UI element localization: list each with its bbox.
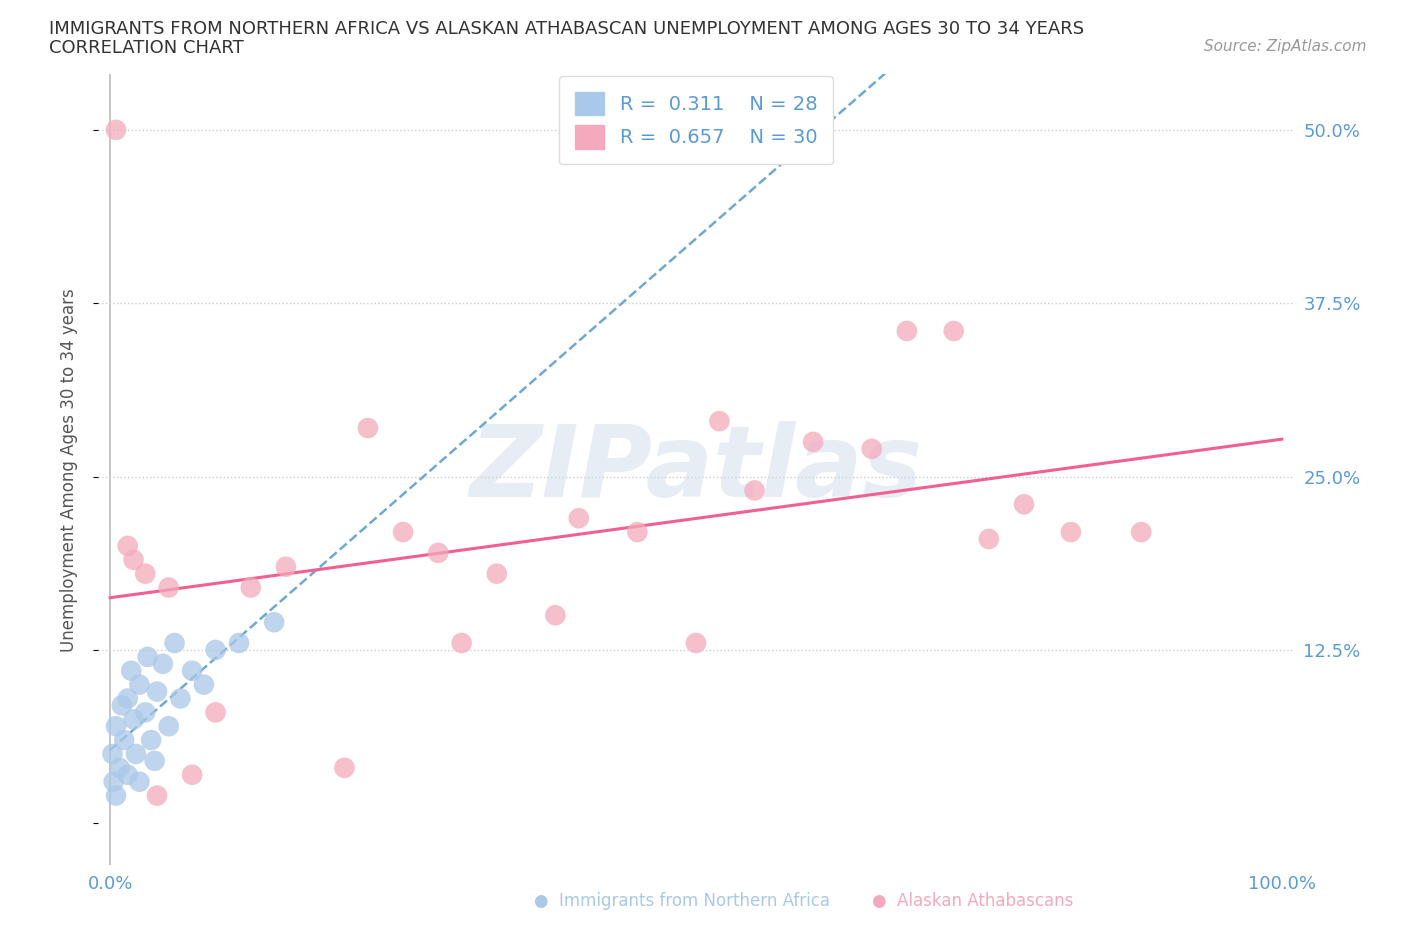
Point — [685, 635, 707, 650]
Point — [101, 747, 124, 762]
Point — [125, 747, 148, 762]
Point — [896, 324, 918, 339]
Legend: R =  0.311    N = 28, R =  0.657    N = 30: R = 0.311 N = 28, R = 0.657 N = 30 — [560, 76, 832, 165]
Point — [1060, 525, 1083, 539]
Point — [146, 684, 169, 699]
Point — [105, 788, 128, 803]
Point — [744, 483, 766, 498]
Point — [112, 733, 135, 748]
Point — [942, 324, 965, 339]
Point — [977, 532, 1000, 547]
Point — [485, 566, 508, 581]
Point — [801, 434, 824, 449]
Point — [709, 414, 731, 429]
Y-axis label: Unemployment Among Ages 30 to 34 years: Unemployment Among Ages 30 to 34 years — [59, 287, 77, 652]
Point — [274, 559, 297, 574]
Point — [117, 538, 139, 553]
Point — [128, 775, 150, 790]
Point — [134, 566, 156, 581]
Point — [163, 635, 186, 650]
Point — [860, 442, 883, 457]
Point — [122, 552, 145, 567]
Point — [626, 525, 648, 539]
Point — [105, 123, 128, 138]
Point — [103, 775, 125, 790]
Text: ZIPatlas: ZIPatlas — [470, 421, 922, 518]
Text: IMMIGRANTS FROM NORTHERN AFRICA VS ALASKAN ATHABASCAN UNEMPLOYMENT AMONG AGES 30: IMMIGRANTS FROM NORTHERN AFRICA VS ALASK… — [49, 20, 1084, 38]
Point — [427, 545, 450, 560]
Point — [1012, 497, 1035, 512]
Point — [228, 635, 250, 650]
Point — [157, 719, 180, 734]
Point — [204, 705, 226, 720]
Point — [117, 691, 139, 706]
Point — [136, 649, 159, 664]
Point — [239, 580, 262, 595]
Point — [122, 711, 145, 726]
Point — [333, 761, 356, 776]
Point — [120, 663, 142, 678]
Point — [146, 788, 169, 803]
Point — [108, 761, 131, 776]
Point — [128, 677, 150, 692]
Text: ●  Alaskan Athabascans: ● Alaskan Athabascans — [872, 892, 1073, 910]
Point — [143, 753, 166, 768]
Point — [111, 698, 134, 713]
Point — [181, 663, 204, 678]
Point — [152, 657, 174, 671]
Point — [181, 767, 204, 782]
Text: ●  Immigrants from Northern Africa: ● Immigrants from Northern Africa — [534, 892, 831, 910]
Point — [134, 705, 156, 720]
Point — [357, 420, 380, 435]
Point — [169, 691, 191, 706]
Point — [1130, 525, 1153, 539]
Point — [141, 733, 163, 748]
Point — [204, 643, 226, 658]
Point — [568, 511, 591, 525]
Point — [105, 719, 128, 734]
Point — [263, 615, 285, 630]
Point — [117, 767, 139, 782]
Point — [193, 677, 215, 692]
Point — [544, 608, 567, 623]
Text: Source: ZipAtlas.com: Source: ZipAtlas.com — [1204, 39, 1367, 54]
Point — [392, 525, 415, 539]
Point — [450, 635, 472, 650]
Point — [157, 580, 180, 595]
Text: CORRELATION CHART: CORRELATION CHART — [49, 39, 245, 57]
